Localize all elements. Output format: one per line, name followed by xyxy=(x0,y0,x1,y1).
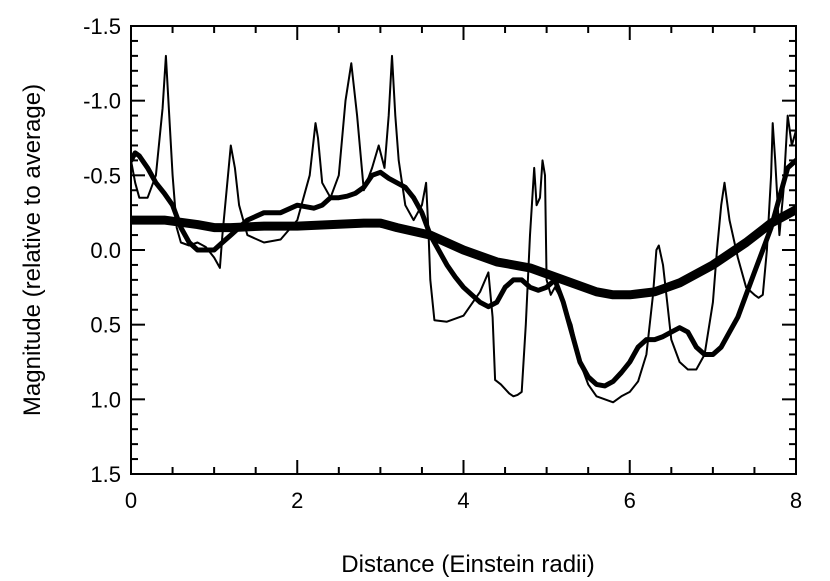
y-tick-label: -1.5 xyxy=(83,14,121,39)
y-axis-label: Magnitude (relative to average) xyxy=(19,84,46,416)
x-tick-label: 6 xyxy=(624,488,636,513)
y-tick-label: -1.0 xyxy=(83,89,121,114)
y-tick-label: 0.5 xyxy=(90,313,121,338)
y-tick-label: 1.0 xyxy=(90,387,121,412)
x-tick-label: 8 xyxy=(790,488,802,513)
series-line-3-thick xyxy=(131,205,796,300)
y-tick-label: 0.0 xyxy=(90,238,121,263)
x-tick-label: 0 xyxy=(125,488,137,513)
ticks-layer: 0 2 4 6 8 -1.5 -1.0 -0.5 0.0 0.5 1.0 1.5 xyxy=(83,14,802,513)
y-tick-label: 1.5 xyxy=(90,462,121,487)
series-layer xyxy=(131,54,796,404)
x-axis-label: Distance (Einstein radii) xyxy=(341,551,594,578)
y-tick-label: -0.5 xyxy=(83,163,121,188)
series-line-2-medium xyxy=(131,150,796,389)
x-tick-label: 4 xyxy=(457,488,469,513)
series-line-1-thin xyxy=(131,54,796,404)
x-tick-label: 2 xyxy=(291,488,303,513)
